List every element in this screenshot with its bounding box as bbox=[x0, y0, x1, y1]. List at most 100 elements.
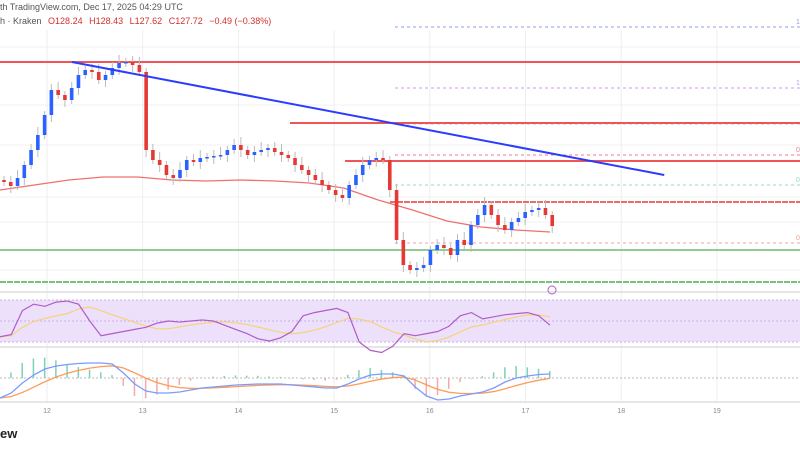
macd-histogram-bar bbox=[257, 375, 259, 378]
candle-body bbox=[300, 165, 304, 170]
candle-body bbox=[225, 150, 230, 155]
fib-level-label: 1. bbox=[796, 19, 800, 26]
ohlc-legend: h · Kraken O128.24 H128.43 L127.62 C127.… bbox=[0, 16, 275, 26]
macd-histogram-bar bbox=[492, 372, 495, 378]
macd-histogram-bar bbox=[302, 378, 304, 380]
macd-histogram-bar bbox=[504, 367, 506, 378]
candle-body bbox=[96, 72, 101, 80]
candle-body bbox=[415, 268, 419, 270]
tradingview-logo: ew bbox=[0, 426, 18, 441]
candle-body bbox=[469, 225, 473, 245]
macd-line bbox=[0, 362, 551, 401]
macd-histogram-bar bbox=[167, 378, 169, 390]
candle-body bbox=[42, 115, 47, 135]
macd-histogram-bar bbox=[459, 378, 461, 383]
macd-histogram-bar bbox=[268, 376, 270, 378]
macd-histogram-bar bbox=[335, 378, 338, 380]
candle-body bbox=[191, 160, 196, 162]
moving-average-line bbox=[0, 176, 551, 233]
candle-body bbox=[252, 152, 257, 155]
x-tick-label: 13 bbox=[139, 408, 147, 415]
candle-body bbox=[36, 135, 40, 150]
macd-histogram-bar bbox=[133, 378, 136, 396]
candle-body bbox=[171, 175, 176, 178]
macd-histogram-bar bbox=[358, 370, 360, 378]
macd-histogram-bar bbox=[178, 378, 181, 385]
candle-body bbox=[29, 150, 33, 165]
trendline bbox=[71, 61, 665, 176]
macd-histogram-bar bbox=[122, 378, 124, 387]
candle-body bbox=[272, 148, 277, 152]
candle-body bbox=[259, 150, 263, 152]
candle-body bbox=[387, 160, 392, 190]
macd-histogram-bar bbox=[66, 363, 68, 378]
macd-histogram-bar bbox=[414, 378, 416, 390]
x-tick-label: 14 bbox=[235, 408, 243, 415]
candle-body bbox=[327, 185, 331, 190]
macd-histogram-bar bbox=[223, 375, 225, 378]
candle-body bbox=[69, 88, 74, 100]
macd-histogram-bar bbox=[111, 375, 113, 378]
candle-body bbox=[124, 62, 128, 64]
candle-body bbox=[428, 250, 433, 265]
candle-body bbox=[333, 190, 338, 195]
candle-body bbox=[543, 208, 548, 215]
candle-body bbox=[76, 75, 81, 88]
macd-histogram-bar bbox=[100, 372, 102, 378]
candle-body bbox=[482, 205, 487, 215]
macd-histogram-bar bbox=[447, 378, 450, 389]
candle-body bbox=[103, 75, 108, 80]
macd-histogram-bar bbox=[346, 374, 349, 378]
candle-body bbox=[286, 155, 291, 158]
rsi-ma-line bbox=[0, 306, 551, 343]
candle-body bbox=[90, 70, 94, 72]
macd-histogram-bar bbox=[144, 378, 147, 399]
candle-body bbox=[232, 145, 236, 150]
x-tick-label: 12 bbox=[43, 408, 51, 415]
macd-signal-line bbox=[0, 365, 551, 399]
candle-body bbox=[455, 240, 460, 255]
candle-body bbox=[110, 68, 115, 75]
macd-histogram-bar bbox=[369, 368, 371, 378]
low-value: L127.62 bbox=[129, 16, 163, 26]
rsi-line bbox=[0, 300, 551, 354]
candle-body bbox=[523, 212, 527, 218]
candle-body bbox=[550, 215, 555, 226]
candle-body bbox=[408, 265, 412, 270]
candle-body bbox=[63, 95, 67, 100]
x-tick-label: 16 bbox=[426, 408, 434, 415]
open-value: O128.24 bbox=[48, 16, 83, 26]
macd-histogram-bar bbox=[156, 378, 158, 395]
candle-body bbox=[394, 190, 399, 240]
candle-body bbox=[489, 205, 494, 215]
macd-histogram-bar bbox=[77, 367, 80, 378]
candle-body bbox=[367, 160, 372, 165]
candle-body bbox=[374, 158, 379, 160]
close-value: C127.72 bbox=[168, 16, 203, 26]
candle-body bbox=[178, 170, 182, 178]
candle-body bbox=[8, 182, 13, 186]
x-tick-label: 18 bbox=[617, 408, 625, 415]
x-tick-label: 15 bbox=[330, 408, 338, 415]
macd-histogram-bar bbox=[425, 378, 428, 396]
candle-body bbox=[212, 156, 216, 158]
candle-body bbox=[320, 180, 324, 185]
candle-body bbox=[2, 180, 6, 182]
candle-body bbox=[15, 178, 20, 186]
candle-body bbox=[313, 175, 318, 180]
x-tick-label: 19 bbox=[713, 408, 721, 415]
fib-level-label: 0 bbox=[796, 147, 800, 154]
macd-histogram-bar bbox=[279, 376, 282, 378]
candle-body bbox=[435, 245, 439, 250]
candle-body bbox=[340, 195, 345, 198]
candle-body bbox=[245, 150, 250, 155]
candle-body bbox=[117, 63, 121, 68]
candle-body bbox=[279, 152, 284, 155]
candle-body bbox=[536, 208, 541, 210]
candle-body bbox=[496, 215, 500, 225]
candle-body bbox=[530, 210, 534, 212]
macd-histogram-bar bbox=[481, 376, 484, 378]
macd-histogram-bar bbox=[515, 366, 517, 378]
alert-icon bbox=[547, 285, 557, 295]
